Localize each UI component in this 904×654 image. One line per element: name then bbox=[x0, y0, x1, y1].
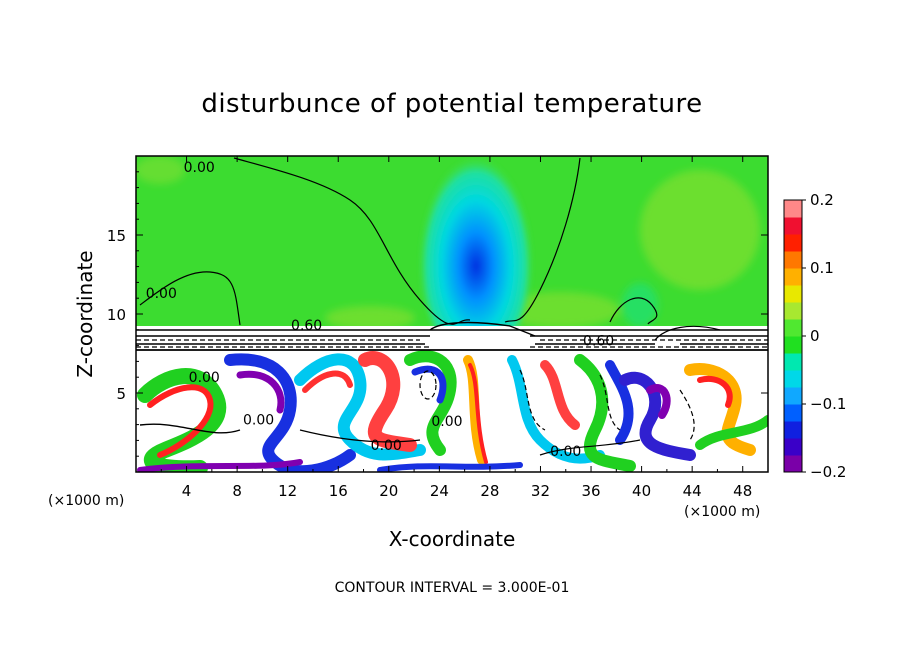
plot-area: 0.00 0.00 0.60 0.60 0.00 0.00 0.00 0.00 0.00 bbox=[136, 156, 768, 472]
colorbar-swatch bbox=[784, 387, 802, 405]
x-tick-label: 44 bbox=[683, 482, 702, 500]
contour-label: 0.60 bbox=[583, 334, 614, 350]
colorbar-frame bbox=[783, 199, 803, 473]
dashed-contours bbox=[136, 339, 768, 441]
colorbar-swatch bbox=[784, 404, 802, 422]
cold-plume bbox=[418, 156, 534, 365]
contour-label: 0.00 bbox=[371, 438, 402, 454]
chart-title: disturbunce of potential temperature bbox=[201, 89, 702, 119]
x-tick-label: 40 bbox=[632, 482, 651, 500]
colorbar-tick-label: −0.2 bbox=[810, 463, 846, 481]
turbulent-eddies bbox=[137, 350, 768, 472]
x-tick-label: 48 bbox=[733, 482, 752, 500]
x-unit-right: (×1000 m) bbox=[684, 504, 760, 520]
colorbar-tick-label: 0.2 bbox=[810, 191, 834, 209]
x-tick-label: 32 bbox=[531, 482, 550, 500]
x-tick-label: 12 bbox=[278, 482, 297, 500]
colorbar-swatch bbox=[784, 200, 802, 218]
upper-layer-variations bbox=[136, 156, 760, 330]
y-tick-label: 15 bbox=[107, 227, 126, 245]
x-axis: 4 8 12 16 20 24 28 32 36 40 44 48 bbox=[160, 156, 752, 500]
x-tick-label: 28 bbox=[480, 482, 499, 500]
contour-label: 0.00 bbox=[243, 413, 274, 429]
y-axis: 5 10 15 bbox=[107, 171, 768, 457]
x-axis-label: X-coordinate bbox=[389, 527, 516, 551]
contour-label: 0.00 bbox=[431, 414, 462, 430]
colorbar-tick-label: 0 bbox=[810, 327, 820, 345]
y-tick-label: 5 bbox=[116, 385, 126, 403]
colorbar-swatch bbox=[784, 353, 802, 371]
x-tick-label: 8 bbox=[232, 482, 242, 500]
contour-label: 0.60 bbox=[291, 318, 322, 334]
contour-label: 0.00 bbox=[550, 444, 581, 460]
colorbar-swatch bbox=[784, 217, 802, 235]
contour-interval-note: CONTOUR INTERVAL = 3.000E-01 bbox=[335, 580, 570, 596]
y-tick-label: 10 bbox=[107, 306, 126, 324]
colorbar-swatch bbox=[784, 234, 802, 252]
colorbar-swatch bbox=[784, 421, 802, 439]
colorbar bbox=[784, 200, 802, 473]
x-tick-label: 24 bbox=[430, 482, 449, 500]
colorbar-swatch bbox=[784, 438, 802, 456]
colorbar-swatch bbox=[784, 336, 802, 354]
x-tick-label: 4 bbox=[182, 482, 192, 500]
colorbar-ticks: 0.2 0.1 0 −0.1 −0.2 bbox=[802, 191, 846, 481]
colorbar-swatch bbox=[784, 268, 802, 286]
x-tick-label: 36 bbox=[581, 482, 600, 500]
contour-lines bbox=[136, 157, 768, 456]
x-tick-label: 16 bbox=[329, 482, 348, 500]
colorbar-swatch bbox=[784, 251, 802, 269]
contour-label-layer: 0.00 0.00 0.60 0.60 0.00 0.00 0.00 0.00 0.00 bbox=[146, 160, 615, 460]
colorbar-swatch bbox=[784, 319, 802, 337]
x-unit-left: (×1000 m) bbox=[48, 493, 124, 509]
colorbar-tick-label: 0.1 bbox=[810, 259, 834, 277]
contour-label: 0.00 bbox=[189, 370, 220, 386]
colorbar-swatch bbox=[784, 302, 802, 320]
x-tick-label: 20 bbox=[379, 482, 398, 500]
colorbar-swatch bbox=[784, 370, 802, 388]
contour-label: 0.00 bbox=[146, 286, 177, 302]
y-axis-label: Z-coordinate bbox=[73, 250, 97, 377]
colorbar-swatch bbox=[784, 455, 802, 473]
contour-label: 0.00 bbox=[184, 160, 215, 176]
colorbar-tick-label: −0.1 bbox=[810, 395, 846, 413]
colorbar-swatch bbox=[784, 285, 802, 303]
